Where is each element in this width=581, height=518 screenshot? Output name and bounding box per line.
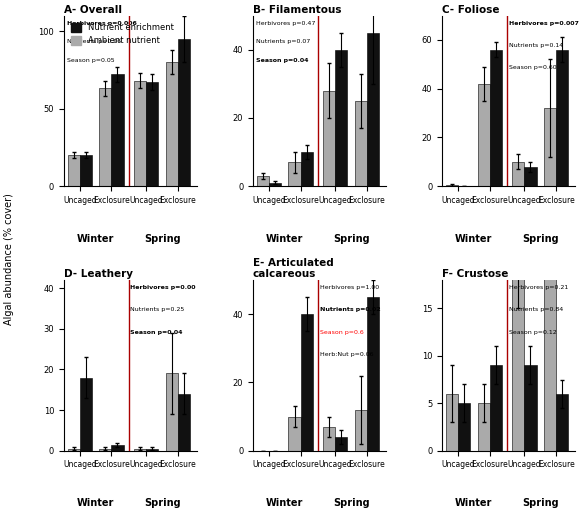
Text: Winter: Winter [455, 498, 493, 509]
Bar [134, 81, 146, 186]
Bar [178, 39, 190, 186]
Bar [178, 394, 190, 451]
Bar [458, 403, 470, 451]
Bar [289, 416, 300, 451]
Text: Nutrients p=0.14: Nutrients p=0.14 [508, 43, 563, 48]
Text: Nutrients p=0.84: Nutrients p=0.84 [508, 307, 563, 312]
Legend: Nutrient enrichment, Ambient nutrient: Nutrient enrichment, Ambient nutrient [68, 20, 177, 49]
Bar [525, 365, 536, 451]
Bar [80, 378, 92, 451]
Bar [544, 166, 556, 451]
Bar [556, 394, 568, 451]
Text: B- Filamentous: B- Filamentous [253, 5, 342, 15]
Text: Nutrients p=0.06: Nutrients p=0.06 [67, 39, 121, 45]
Bar [478, 403, 490, 451]
Bar [355, 101, 367, 186]
Text: Herbivores p=0.47: Herbivores p=0.47 [256, 21, 315, 26]
Bar [112, 75, 124, 186]
Bar [257, 176, 269, 186]
Text: Herbivores p=0.00: Herbivores p=0.00 [131, 285, 196, 290]
Bar [367, 33, 379, 186]
Text: Herb:Nut p=0.06: Herb:Nut p=0.06 [320, 352, 373, 357]
Text: Spring: Spring [144, 234, 181, 244]
Bar [478, 84, 490, 186]
Text: Season p=0.60: Season p=0.60 [508, 65, 556, 70]
Text: Spring: Spring [144, 498, 181, 509]
Bar [99, 89, 112, 186]
Text: F- Crustose: F- Crustose [442, 269, 508, 279]
Bar [269, 183, 281, 186]
Text: Winter: Winter [77, 234, 114, 244]
Bar [446, 394, 458, 451]
Text: Herbivores p=0.21: Herbivores p=0.21 [508, 285, 568, 290]
Bar [134, 449, 146, 451]
Text: Winter: Winter [77, 498, 114, 509]
Text: Season p=0.04: Season p=0.04 [131, 329, 183, 335]
Bar [512, 261, 525, 451]
Text: Herbivores p=0.007: Herbivores p=0.007 [508, 21, 579, 26]
Text: Spring: Spring [333, 234, 370, 244]
Text: Nutrients p=0.25: Nutrients p=0.25 [131, 307, 185, 312]
Bar [99, 449, 112, 451]
Text: C- Foliose: C- Foliose [442, 5, 500, 15]
Bar [355, 410, 367, 451]
Bar [544, 108, 556, 186]
Bar [146, 82, 159, 186]
Text: Season p=0.04: Season p=0.04 [256, 58, 308, 63]
Bar [166, 373, 178, 451]
Text: Herbivores p=0.006: Herbivores p=0.006 [67, 21, 137, 26]
Bar [512, 162, 525, 186]
Text: E- Articulated
calcareous: E- Articulated calcareous [253, 257, 333, 279]
Bar [68, 155, 80, 186]
Bar [112, 444, 124, 451]
Bar [146, 449, 159, 451]
Bar [490, 50, 501, 186]
Bar [446, 185, 458, 186]
Text: Season p=0.6: Season p=0.6 [320, 329, 363, 335]
Bar [289, 162, 300, 186]
Text: Spring: Spring [522, 234, 558, 244]
Bar [68, 449, 80, 451]
Text: Nutrients p=0.07: Nutrients p=0.07 [256, 39, 310, 45]
Bar [166, 62, 178, 186]
Bar [335, 437, 347, 451]
Text: Nutrients p=0.02: Nutrients p=0.02 [320, 307, 380, 312]
Text: Spring: Spring [333, 498, 370, 509]
Text: A- Overall: A- Overall [64, 5, 122, 15]
Bar [300, 314, 313, 451]
Text: Winter: Winter [266, 234, 303, 244]
Bar [556, 50, 568, 186]
Bar [335, 50, 347, 186]
Text: Algal abundance (% cover): Algal abundance (% cover) [3, 193, 14, 325]
Text: Season p=0.05: Season p=0.05 [67, 58, 114, 63]
Text: Herbivores p=1.00: Herbivores p=1.00 [320, 285, 379, 290]
Bar [367, 297, 379, 451]
Bar [490, 365, 501, 451]
Text: D- Leathery: D- Leathery [64, 269, 133, 279]
Text: Winter: Winter [266, 498, 303, 509]
Text: Season p=0.12: Season p=0.12 [508, 329, 557, 335]
Bar [80, 155, 92, 186]
Bar [324, 91, 335, 186]
Text: Spring: Spring [522, 498, 558, 509]
Bar [300, 152, 313, 186]
Text: Winter: Winter [455, 234, 493, 244]
Bar [324, 427, 335, 451]
Bar [525, 167, 536, 186]
